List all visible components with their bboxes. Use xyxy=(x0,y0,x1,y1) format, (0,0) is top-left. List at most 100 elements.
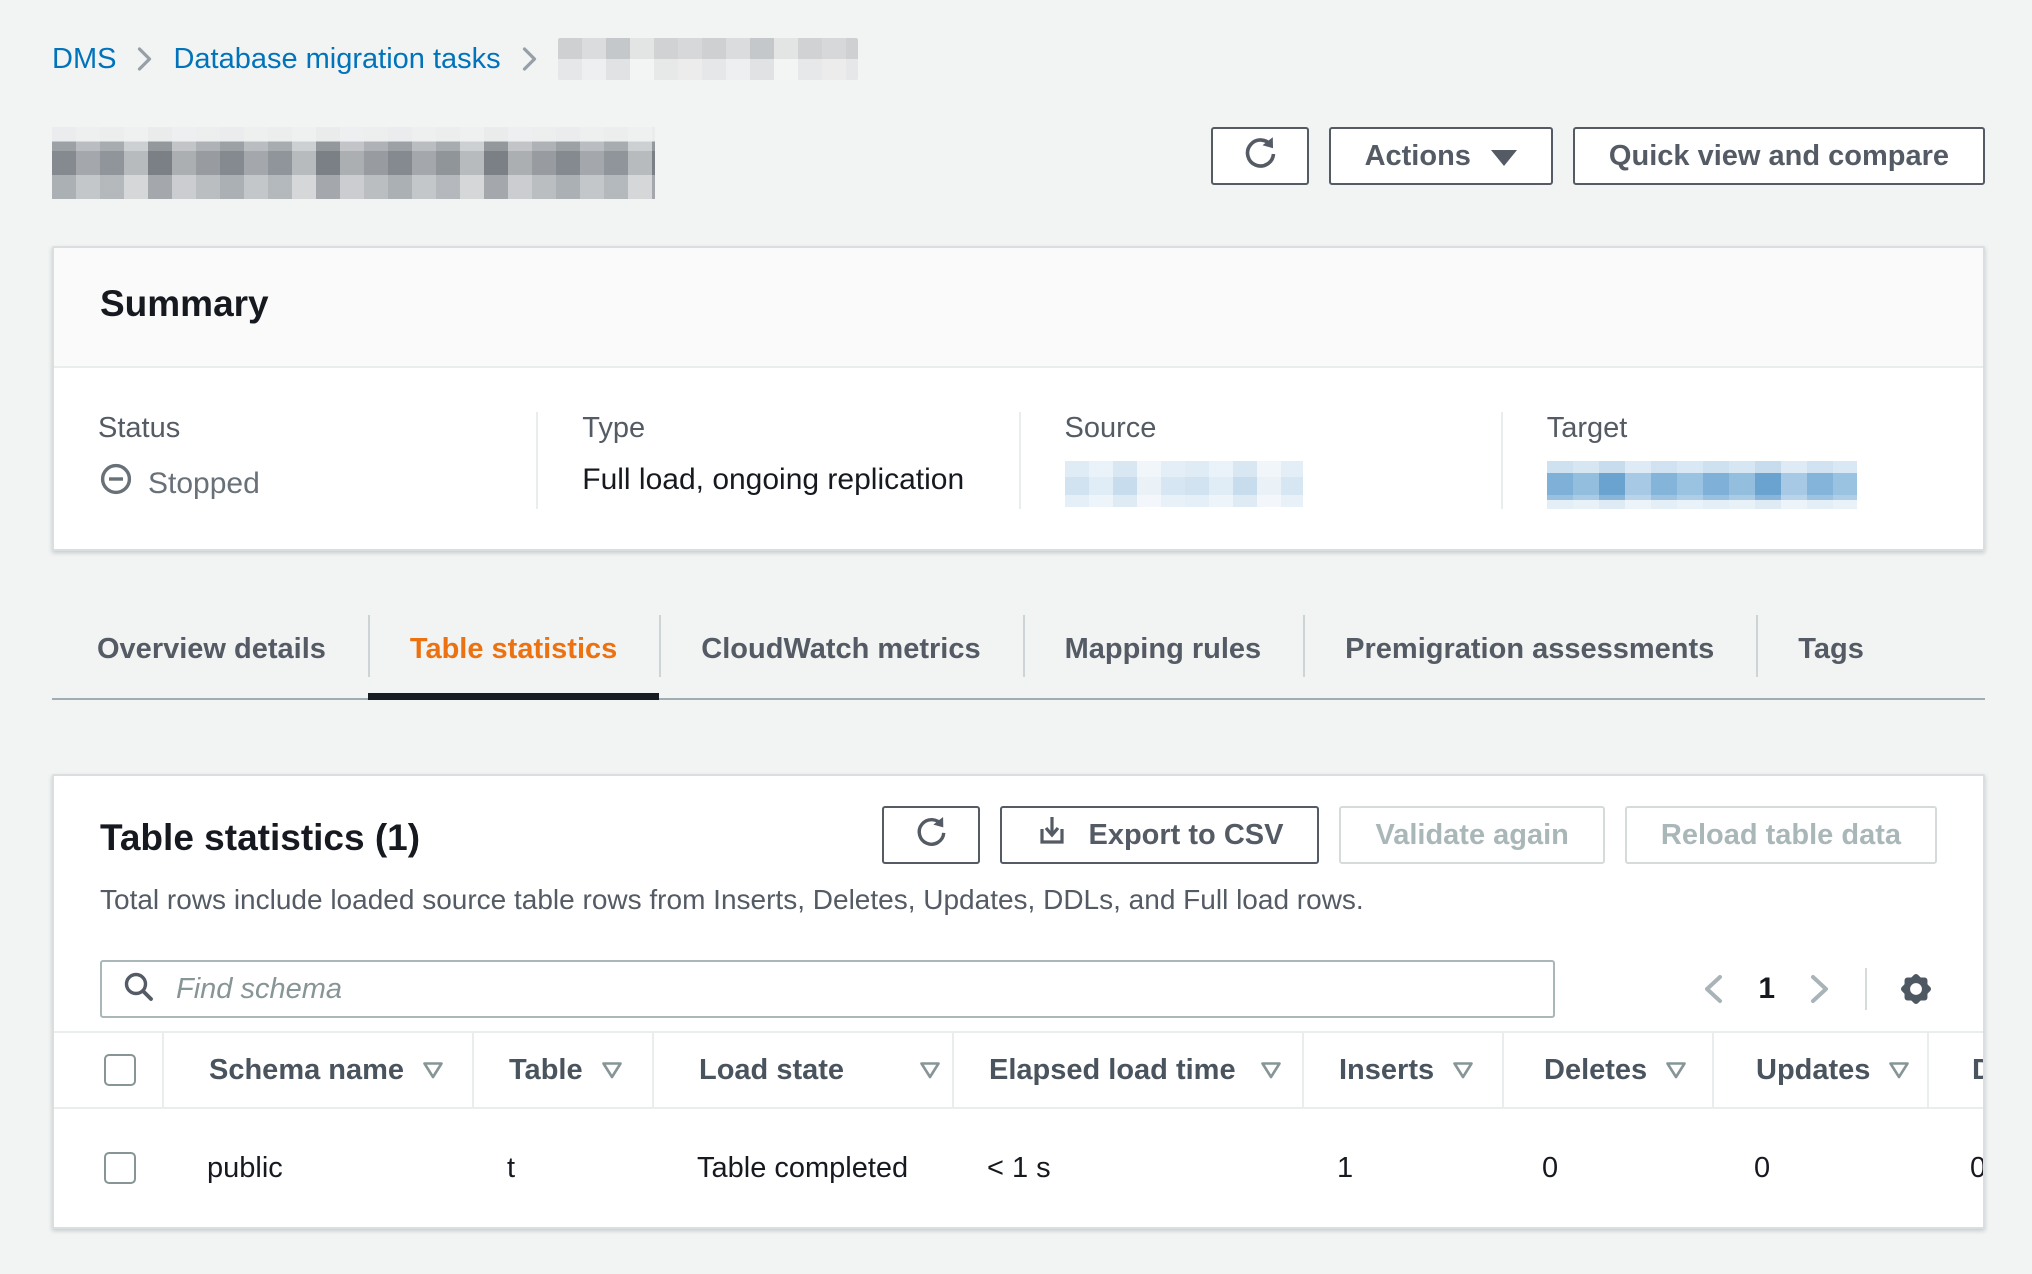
tab-tags[interactable]: Tags xyxy=(1756,609,1906,698)
page-number[interactable]: 1 xyxy=(1758,972,1775,1005)
page-title-redacted xyxy=(52,127,655,199)
sort-icon xyxy=(1260,1061,1282,1080)
refresh-icon xyxy=(1242,134,1278,178)
table-statistics-header: Table statistics (1) Export to CSV xyxy=(54,776,1983,864)
column-label: Inserts xyxy=(1339,1053,1435,1086)
actions-button[interactable]: Actions xyxy=(1328,127,1553,185)
row-select-cell xyxy=(54,1109,162,1227)
source-label: Source xyxy=(1064,412,1157,444)
column-header-table[interactable]: Table xyxy=(472,1033,652,1107)
cell-inserts: 1 xyxy=(1337,1151,1354,1184)
table-statistics-card: Table statistics (1) Export to CSV xyxy=(52,774,1985,1229)
reload-table-data-label: Reload table data xyxy=(1660,818,1901,851)
tab-bar: Overview details Table statistics CloudW… xyxy=(52,609,1985,700)
column-label: Elapsed load time xyxy=(989,1053,1236,1086)
column-header-load-state[interactable]: Load state xyxy=(652,1033,952,1107)
cell-schema-name: public xyxy=(207,1151,283,1184)
tab-mapping-rules[interactable]: Mapping rules xyxy=(1022,609,1304,698)
column-header-ddls[interactable]: DDLs xyxy=(1927,1033,1983,1107)
tab-premigration-assessments[interactable]: Premigration assessments xyxy=(1303,609,1756,698)
tab-cloudwatch-metrics[interactable]: CloudWatch metrics xyxy=(659,609,1022,698)
source-link-redacted[interactable] xyxy=(1064,461,1303,507)
cell-load-state: Table completed xyxy=(697,1151,909,1184)
table-statistics-title: Table statistics (1) xyxy=(100,817,421,858)
select-all-checkbox[interactable] xyxy=(104,1054,136,1086)
summary-card: Summary Status Stopped Type Full load, o… xyxy=(52,246,1985,551)
table-refresh-button[interactable] xyxy=(882,806,981,864)
select-all-cell xyxy=(54,1033,162,1107)
summary-fields: Status Stopped Type Full load, ongoing r… xyxy=(54,368,1983,549)
chevron-right-icon[interactable] xyxy=(1807,972,1833,1006)
summary-field-target: Target xyxy=(1500,412,1983,509)
divider xyxy=(1865,968,1867,1010)
sort-icon xyxy=(919,1061,941,1080)
status-label: Status xyxy=(98,412,181,444)
chevron-right-icon xyxy=(521,45,538,73)
status-value: Stopped xyxy=(98,461,492,507)
breadcrumb-item-dms[interactable]: DMS xyxy=(52,43,117,75)
target-link-redacted[interactable] xyxy=(1546,461,1857,509)
table-toolbar: 1 xyxy=(54,960,1983,1018)
column-label: Table xyxy=(509,1053,583,1086)
type-value: Full load, ongoing replication xyxy=(582,463,965,496)
sort-icon xyxy=(1888,1061,1910,1080)
summary-field-type: Type Full load, ongoing replication xyxy=(536,412,1018,509)
column-header-updates[interactable]: Updates xyxy=(1712,1033,1927,1107)
actions-button-label: Actions xyxy=(1364,139,1471,172)
refresh-icon xyxy=(914,814,948,856)
breadcrumb: DMS Database migration tasks xyxy=(52,38,1985,80)
export-csv-button[interactable]: Export to CSV xyxy=(1000,806,1320,864)
tab-table-statistics[interactable]: Table statistics xyxy=(367,609,660,700)
search-icon xyxy=(122,970,156,1009)
reload-table-data-button[interactable]: Reload table data xyxy=(1624,806,1937,864)
column-label: Updates xyxy=(1756,1053,1871,1086)
table-header-row: Schema name Table Load state Elapsed loa… xyxy=(54,1031,1983,1109)
summary-field-status: Status Stopped xyxy=(54,412,536,509)
summary-card-header: Summary xyxy=(54,248,1983,368)
header-actions: Actions Quick view and compare xyxy=(1210,127,1985,185)
chevron-right-icon xyxy=(136,45,153,73)
column-label: Deletes xyxy=(1544,1053,1648,1086)
table-row: public t Table completed < 1 s 1 0 0 0 xyxy=(54,1109,1983,1227)
type-label: Type xyxy=(582,412,646,444)
table-statistics-description: Total rows include loaded source table r… xyxy=(100,884,1364,915)
cell-table: t xyxy=(507,1151,516,1184)
export-csv-label: Export to CSV xyxy=(1088,818,1284,851)
gear-icon[interactable] xyxy=(1895,968,1937,1010)
page-header: Actions Quick view and compare xyxy=(52,127,1985,199)
column-header-inserts[interactable]: Inserts xyxy=(1302,1033,1502,1107)
sort-icon xyxy=(1665,1061,1687,1080)
column-label: Load state xyxy=(699,1053,845,1086)
search-input[interactable] xyxy=(174,971,1533,1007)
chevron-left-icon[interactable] xyxy=(1700,972,1726,1006)
column-header-deletes[interactable]: Deletes xyxy=(1502,1033,1712,1107)
schema-search xyxy=(100,960,1555,1018)
column-label: Schema name xyxy=(209,1053,405,1086)
column-header-elapsed-load-time[interactable]: Elapsed load time xyxy=(952,1033,1302,1107)
column-label: DDLs xyxy=(1972,1054,1983,1087)
breadcrumb-item-redacted xyxy=(557,38,858,80)
sort-icon xyxy=(1452,1061,1474,1080)
cell-updates: 0 xyxy=(1754,1151,1771,1184)
statistics-table: Schema name Table Load state Elapsed loa… xyxy=(54,1031,1983,1227)
row-checkbox[interactable] xyxy=(104,1152,136,1184)
tab-overview-details[interactable]: Overview details xyxy=(97,633,326,665)
quick-view-compare-button[interactable]: Quick view and compare xyxy=(1572,127,1985,185)
table-actions: Export to CSV Validate again Reload tabl… xyxy=(882,806,1937,864)
cell-ddls: 0 xyxy=(1970,1151,1985,1184)
column-header-schema-name[interactable]: Schema name xyxy=(162,1033,472,1107)
refresh-button[interactable] xyxy=(1210,127,1309,185)
cell-deletes: 0 xyxy=(1542,1151,1559,1184)
sort-icon xyxy=(601,1061,623,1080)
target-label: Target xyxy=(1546,412,1628,444)
stopped-icon xyxy=(98,461,134,507)
sort-icon xyxy=(422,1061,444,1080)
status-text: Stopped xyxy=(148,467,260,500)
cell-elapsed-load-time: < 1 s xyxy=(987,1151,1051,1184)
breadcrumb-item-migration-tasks[interactable]: Database migration tasks xyxy=(173,43,501,75)
validate-again-label: Validate again xyxy=(1375,818,1569,851)
quick-view-compare-label: Quick view and compare xyxy=(1608,139,1949,172)
summary-title: Summary xyxy=(100,283,269,324)
validate-again-button[interactable]: Validate again xyxy=(1339,806,1605,864)
